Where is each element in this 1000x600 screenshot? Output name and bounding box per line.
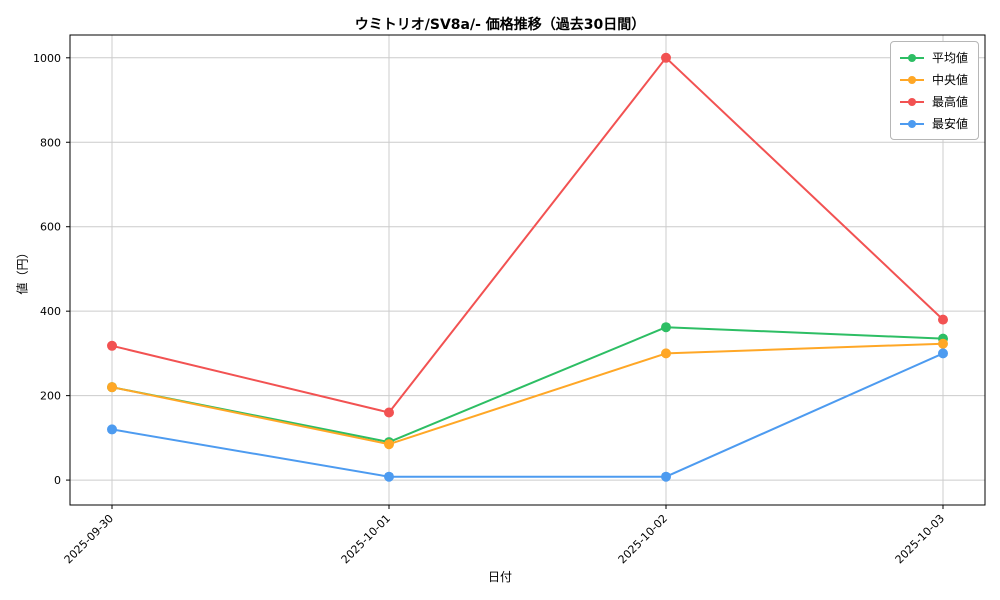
legend-marker-icon <box>899 119 924 128</box>
x-tick-label: 2025-10-01 <box>339 512 393 566</box>
y-tick-label: 600 <box>40 221 61 234</box>
series-lines <box>107 52 948 482</box>
data-point-marker <box>661 348 671 359</box>
series-line <box>111 326 944 444</box>
legend-item: 最安値 <box>899 115 968 132</box>
data-point-marker <box>938 348 948 359</box>
data-point-marker <box>107 340 117 351</box>
chart-title: ウミトリオ/SV8a/- 価格推移（過去30日間） <box>354 17 646 33</box>
legend-item: 平均値 <box>899 49 968 66</box>
x-tick-label: 2025-10-03 <box>893 512 947 566</box>
data-point-marker <box>107 382 117 393</box>
legend-item: 中央値 <box>899 71 968 88</box>
data-point-marker <box>661 52 671 63</box>
y-tick-label: 400 <box>40 305 61 318</box>
legend-marker-icon <box>899 97 924 106</box>
y-tick-label: 200 <box>40 390 61 403</box>
series-line <box>111 352 944 478</box>
data-point-marker <box>384 407 394 418</box>
legend-label: 最高値 <box>931 95 968 109</box>
x-axis-label: 日付 <box>487 570 512 584</box>
data-point-marker <box>384 471 394 482</box>
series-line <box>111 342 944 446</box>
data-point-marker <box>938 314 948 325</box>
series-line <box>111 56 944 414</box>
legend-item: 最高値 <box>899 93 968 110</box>
legend: 平均値中央値最高値最安値 <box>889 41 979 140</box>
legend-marker-icon <box>899 75 924 84</box>
y-tick-label: 1000 <box>33 52 61 65</box>
axes: 0 200 400 600 800 1000 2025-09-30 2025-10-01 202… <box>33 34 986 566</box>
x-tick-label: 2025-10-02 <box>616 512 670 566</box>
y-tick-label: 800 <box>40 136 61 149</box>
legend-label: 最安値 <box>931 117 968 131</box>
legend-label: 中央値 <box>931 73 968 87</box>
grid <box>70 35 985 505</box>
x-tick-label: 2025-09-30 <box>62 512 116 566</box>
legend-marker-icon <box>899 53 924 62</box>
legend-label: 平均値 <box>931 51 968 65</box>
data-point-marker <box>938 338 948 349</box>
y-tick-label: 0 <box>54 474 61 487</box>
data-point-marker <box>384 439 394 450</box>
data-point-marker <box>661 471 671 482</box>
data-point-marker <box>661 322 671 333</box>
data-point-marker <box>107 424 117 435</box>
